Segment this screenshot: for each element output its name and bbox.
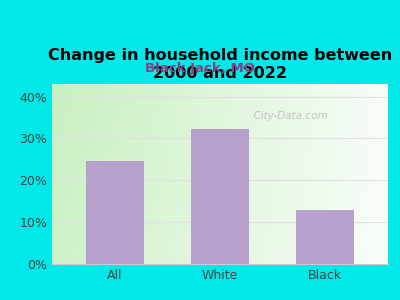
Title: Change in household income between
2000 and 2022: Change in household income between 2000 … bbox=[48, 48, 392, 81]
Bar bbox=[296, 210, 354, 264]
Text: City-Data.com: City-Data.com bbox=[247, 111, 328, 122]
Bar bbox=[191, 129, 249, 264]
Text: Black Jack, MO: Black Jack, MO bbox=[145, 62, 255, 75]
Bar bbox=[86, 161, 144, 264]
